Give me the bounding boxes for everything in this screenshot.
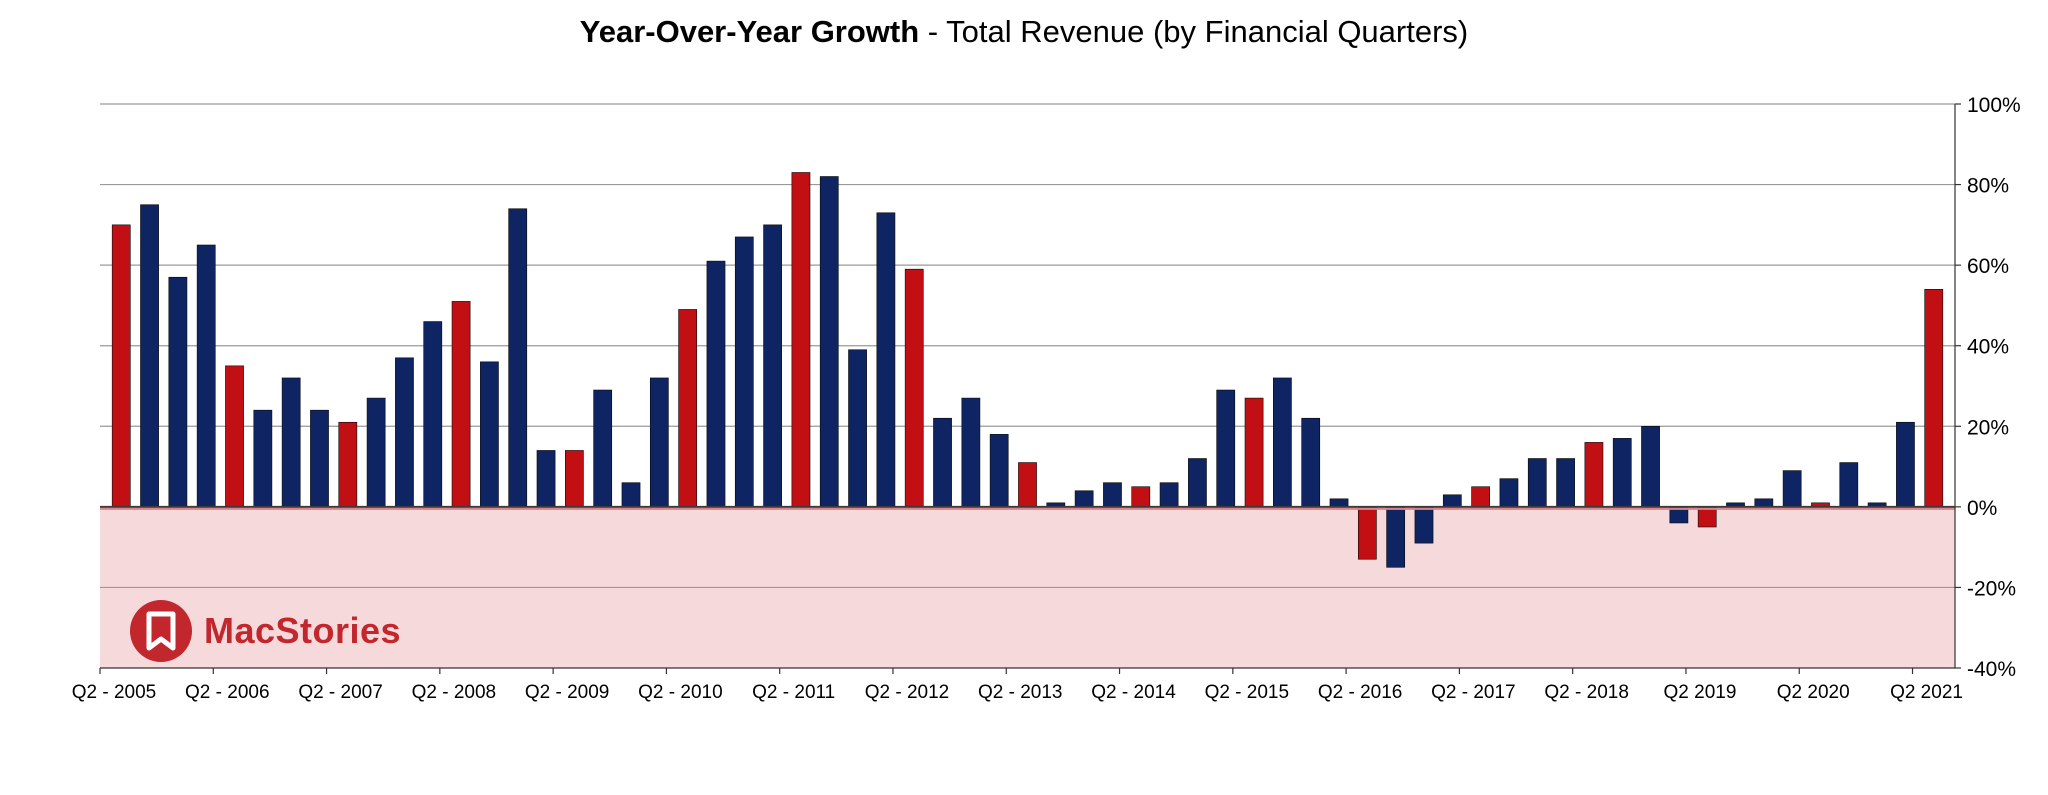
bar: [338, 421, 358, 508]
bar: [904, 268, 924, 508]
bar: [1924, 289, 1944, 508]
x-tick-label: Q2 - 2005: [72, 682, 157, 703]
bar: [310, 409, 329, 508]
chart-title-rest: - Total Revenue (by Financial Quarters): [919, 14, 1469, 49]
x-tick-label: Q2 - 2013: [978, 682, 1063, 703]
bar: [225, 365, 244, 508]
bar: [649, 377, 669, 508]
bar: [253, 409, 273, 508]
x-tick-label: Q2 - 2017: [1431, 682, 1516, 703]
bar: [1612, 438, 1632, 508]
bar: [140, 204, 159, 508]
bar: [1896, 421, 1915, 508]
bar: [168, 276, 188, 508]
bar: [1273, 377, 1292, 508]
x-tick-label: Q2 - 2007: [298, 682, 383, 703]
bar: [1442, 494, 1462, 508]
x-tick-label: Q2 - 2012: [865, 682, 950, 703]
bar: [1159, 482, 1179, 508]
watermark-text: MacStories: [204, 610, 402, 651]
x-tick-label: Q2 - 2011: [752, 682, 835, 703]
chart-title-bold: Year-Over-Year Growth: [579, 14, 920, 49]
bar: [1386, 506, 1406, 568]
x-tick-label: Q2 - 2014: [1091, 682, 1176, 703]
x-tick-label: Q2 - 2018: [1544, 682, 1629, 703]
x-tick-label: Q2 2020: [1777, 682, 1850, 703]
bar: [1471, 486, 1490, 508]
x-tick-label: Q2 2021: [1890, 682, 1963, 703]
bar: [395, 357, 414, 508]
bar: [1584, 442, 1604, 508]
y-tick-label: 100%: [1967, 94, 2021, 117]
y-tick-label: -20%: [1967, 577, 2016, 600]
bar: [1527, 458, 1547, 508]
bar: [621, 482, 641, 508]
bar: [111, 224, 131, 508]
bar: [1188, 458, 1207, 508]
bar: [480, 361, 499, 508]
bar: [593, 389, 613, 508]
bar: [1131, 486, 1151, 508]
x-tick-label: Q2 - 2010: [638, 682, 723, 703]
x-tick-label: Q2 2019: [1664, 682, 1737, 703]
bar: [451, 301, 471, 508]
bar: [1754, 498, 1774, 508]
bar: [1357, 506, 1377, 560]
bar: [281, 377, 301, 508]
bar: [706, 260, 726, 508]
bar: [366, 397, 386, 508]
bar: [933, 417, 952, 508]
x-tick-label: Q2 - 2009: [525, 682, 610, 703]
bar: [819, 176, 839, 508]
y-tick-label: 60%: [1967, 255, 2009, 278]
bars: [111, 172, 1944, 568]
bar: [678, 309, 698, 508]
macstories-logo: MacStories: [130, 600, 401, 662]
bar: [1329, 498, 1349, 508]
bar: [961, 397, 981, 508]
y-tick-label: 80%: [1967, 175, 2009, 198]
bar: [791, 172, 811, 508]
bar: [508, 208, 528, 508]
x-tick-label: Q2 - 2015: [1205, 682, 1290, 703]
bar: [763, 224, 782, 508]
bar: [1103, 482, 1122, 508]
bar: [876, 212, 896, 508]
y-tick-labels: 100% 80% 60% 40% 20% 0% -20% -40%: [1967, 94, 2021, 681]
bar: [848, 349, 867, 508]
bar: [565, 450, 584, 508]
bar: [1301, 417, 1321, 508]
x-tick-label: Q2 - 2006: [185, 682, 270, 703]
bar: [1216, 389, 1236, 508]
bar: [1839, 462, 1859, 508]
bar: [1697, 506, 1717, 528]
x-tick-label: Q2 - 2016: [1318, 682, 1403, 703]
y-tick-label: 40%: [1967, 336, 2009, 359]
bar: [734, 236, 754, 508]
y-tick-label: 20%: [1967, 416, 2009, 439]
y-tick-label: -40%: [1967, 658, 2016, 681]
bar: [1641, 425, 1660, 508]
bookmark-icon: [130, 600, 192, 662]
bar: [1018, 462, 1037, 508]
bar: [1414, 506, 1434, 544]
x-tick-label: Q2 - 2008: [412, 682, 497, 703]
bar: [1244, 397, 1264, 508]
bar: [1499, 478, 1519, 508]
bar: [196, 244, 216, 508]
bar: [423, 321, 443, 508]
bar: [536, 450, 556, 508]
y-tick-label: 0%: [1967, 497, 1997, 520]
bar: [1074, 490, 1094, 508]
bar: [989, 434, 1009, 508]
bar: [1556, 458, 1575, 508]
bar: [1782, 470, 1802, 508]
x-tick-labels: Q2 - 2005 Q2 - 2006 Q2 - 2007 Q2 - 2008 Q2 -…: [72, 682, 1963, 703]
axes: [99, 103, 1961, 674]
chart-title: Year-Over-Year Growth - Total Revenue (b…: [0, 14, 2048, 50]
